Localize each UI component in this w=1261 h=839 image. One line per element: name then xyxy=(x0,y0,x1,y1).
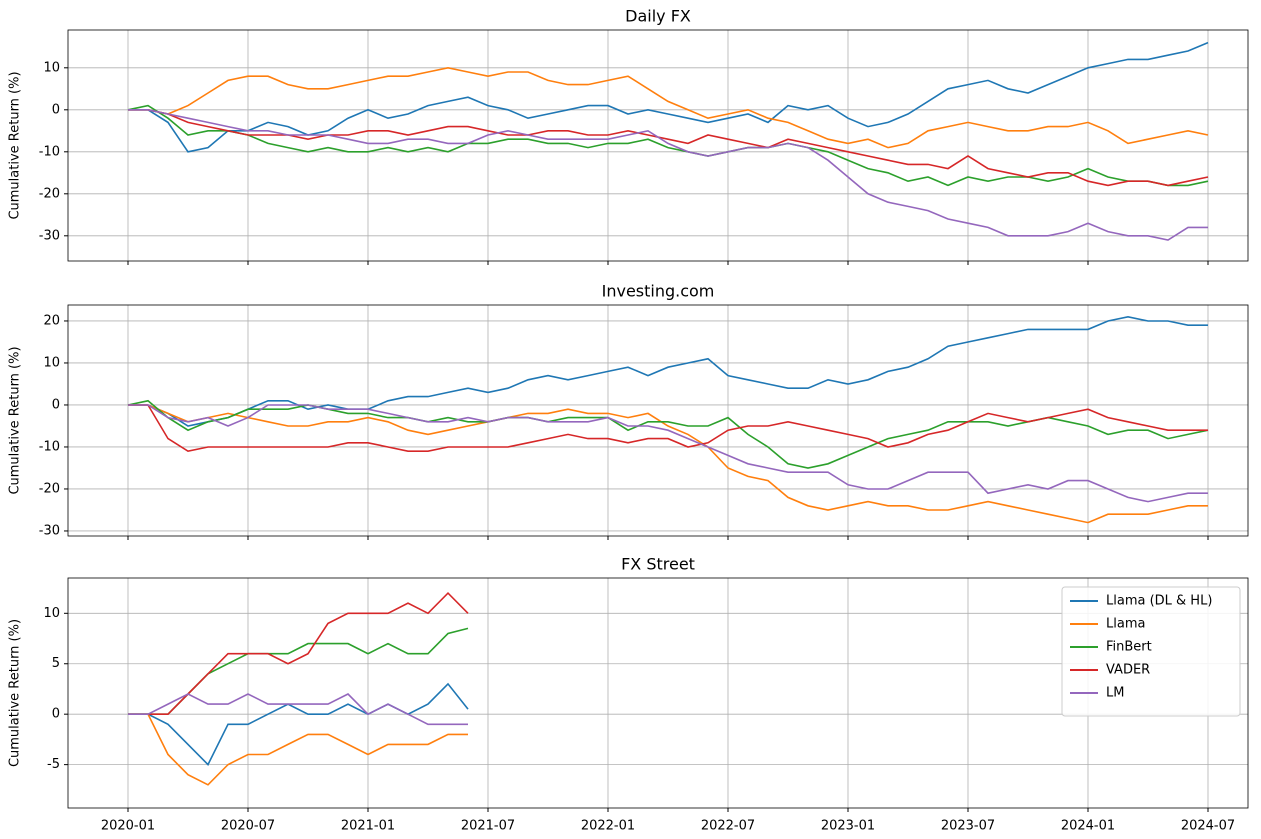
legend-label: Llama xyxy=(1106,617,1145,632)
y-axis-label: Cumulative Return (%) xyxy=(8,71,23,219)
y-tick-label: 0 xyxy=(52,707,60,722)
y-tick-label: -10 xyxy=(39,144,60,159)
x-tick-label: 2024-07 xyxy=(1181,819,1235,834)
panel-title: Investing.com xyxy=(602,282,715,301)
series-line xyxy=(128,591,469,715)
series-line xyxy=(128,109,1209,187)
series-line xyxy=(128,713,468,786)
series-line xyxy=(127,399,1209,469)
panel-title: FX Street xyxy=(621,555,695,574)
y-tick-label: 10 xyxy=(43,60,60,75)
y-tick-label: 10 xyxy=(43,355,60,370)
y-tick-label: 20 xyxy=(43,313,60,328)
y-tick-label: -20 xyxy=(39,186,60,201)
y-tick-label: -20 xyxy=(39,481,60,496)
series-line xyxy=(128,404,1208,503)
series-line xyxy=(128,627,469,715)
series-line xyxy=(128,693,468,726)
series-line xyxy=(128,404,1208,524)
axes-frame xyxy=(67,29,1249,262)
x-tick-label: 2020-07 xyxy=(221,819,275,834)
x-tick-label: 2020-01 xyxy=(101,819,155,834)
x-tick-label: 2023-07 xyxy=(941,819,995,834)
series-line xyxy=(128,682,469,766)
x-tick-label: 2021-07 xyxy=(461,819,515,834)
y-tick-label: 0 xyxy=(52,102,60,117)
y-tick-label: -30 xyxy=(39,228,60,243)
series-line xyxy=(128,404,1208,453)
y-tick-label: -10 xyxy=(39,439,60,454)
series-line xyxy=(128,109,1208,241)
y-tick-label: 5 xyxy=(52,656,60,671)
y-tick-label: -5 xyxy=(47,757,60,772)
x-tick-label: 2023-01 xyxy=(821,819,875,834)
legend-label: VADER xyxy=(1106,663,1150,678)
y-axis-label: Cumulative Return (%) xyxy=(8,346,23,494)
legend-box xyxy=(1061,586,1241,717)
panel-title: Daily FX xyxy=(625,7,691,26)
x-tick-label: 2024-01 xyxy=(1061,819,1115,834)
axes-frame xyxy=(67,577,1249,809)
x-tick-label: 2021-01 xyxy=(341,819,395,834)
x-tick-label: 2022-01 xyxy=(581,819,635,834)
legend-label: Llama (DL & HL) xyxy=(1106,594,1212,609)
y-axis-label: Cumulative Return (%) xyxy=(8,619,23,767)
legend-label: FinBert xyxy=(1106,640,1152,655)
axes-frame xyxy=(67,304,1249,537)
series-line xyxy=(128,66,1209,149)
y-tick-label: -30 xyxy=(39,523,60,538)
x-tick-label: 2022-07 xyxy=(701,819,755,834)
legend-label: LM xyxy=(1106,686,1124,701)
y-tick-label: 10 xyxy=(43,606,60,621)
series-line xyxy=(128,315,1208,427)
y-tick-label: 0 xyxy=(52,397,60,412)
